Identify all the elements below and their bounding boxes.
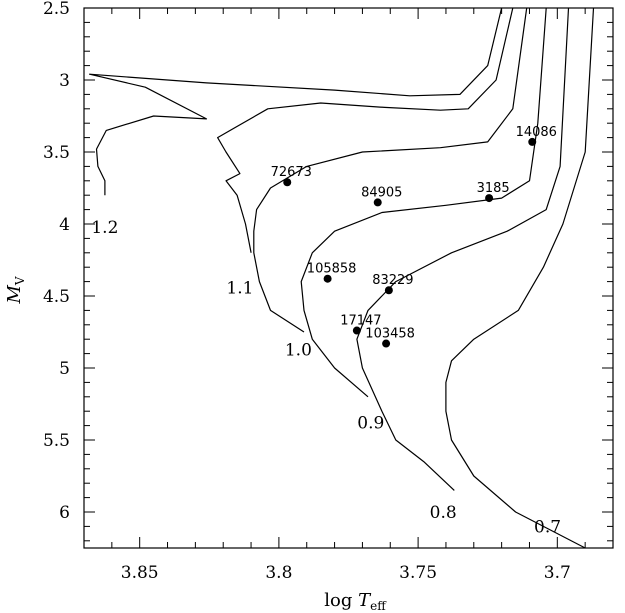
- star-marker: [382, 339, 391, 348]
- track-label: 0.9: [357, 414, 384, 434]
- star-label: 103458: [365, 327, 415, 342]
- x-axis-title: log Teff: [324, 590, 387, 613]
- star-marker: [485, 194, 494, 203]
- track-label: 1.1: [226, 278, 253, 298]
- star-label: 17147: [340, 314, 381, 329]
- track-1-1: [217, 7, 514, 253]
- y-tick-label: 5.5: [43, 431, 70, 451]
- axis-ticks: 3.85 3.8 3.75 3.7 2.5 3 3.5 4 4.5 5 5.5 6: [43, 0, 613, 583]
- x-tick-label: 3.85: [121, 563, 159, 583]
- track-0-7: [445, 7, 595, 549]
- track-label: 0.8: [430, 503, 457, 523]
- y-axis-title-var: M: [4, 285, 25, 305]
- track-0-8: [356, 7, 570, 491]
- star-label: 83229: [372, 273, 413, 288]
- star-label: 84905: [361, 185, 402, 200]
- track-1-2: [89, 7, 503, 196]
- star-label: 14086: [516, 125, 557, 140]
- x-axis-title-sub: eff: [370, 599, 387, 613]
- track-label: 1.0: [285, 340, 312, 360]
- x-tick-label: 3.8: [265, 563, 292, 583]
- track-1-0: [253, 7, 528, 333]
- star-marker: [373, 198, 382, 207]
- star-label: 3185: [477, 181, 510, 196]
- star-marker: [384, 286, 393, 295]
- y-tick-label: 4.5: [43, 287, 70, 307]
- y-tick-label: 4: [59, 215, 70, 235]
- evolutionary-tracks: 1.2 1.1 1.0 0.9 0.8 0.7: [89, 7, 595, 549]
- star-points: 72673 84905 3185 14086 105858 83229 1714710345…: [271, 125, 557, 348]
- track-label: 1.2: [91, 218, 118, 238]
- track-label: 0.7: [534, 517, 561, 537]
- x-axis-title-main: log: [324, 590, 358, 611]
- y-tick-label: 5: [59, 359, 70, 379]
- y-tick-label: 3.5: [43, 143, 70, 163]
- plot-frame: [83, 7, 614, 549]
- y-tick-label: 2.5: [43, 0, 70, 19]
- star-marker: [352, 326, 361, 335]
- y-tick-label: 3: [59, 71, 70, 91]
- y-axis-title-sub: V: [13, 276, 27, 286]
- x-axis-title-var: T: [358, 590, 372, 611]
- track-0-9: [300, 7, 547, 398]
- y-axis-title: MV: [4, 276, 27, 304]
- star-marker: [528, 137, 537, 146]
- star-label: 105858: [307, 262, 357, 277]
- y-tick-label: 6: [59, 503, 70, 523]
- star-label: 72673: [271, 165, 312, 180]
- x-tick-label: 3.7: [544, 563, 571, 583]
- star-marker: [323, 274, 332, 283]
- star-marker: [283, 178, 292, 187]
- x-tick-label: 3.75: [399, 563, 437, 583]
- plot-border: [83, 7, 614, 549]
